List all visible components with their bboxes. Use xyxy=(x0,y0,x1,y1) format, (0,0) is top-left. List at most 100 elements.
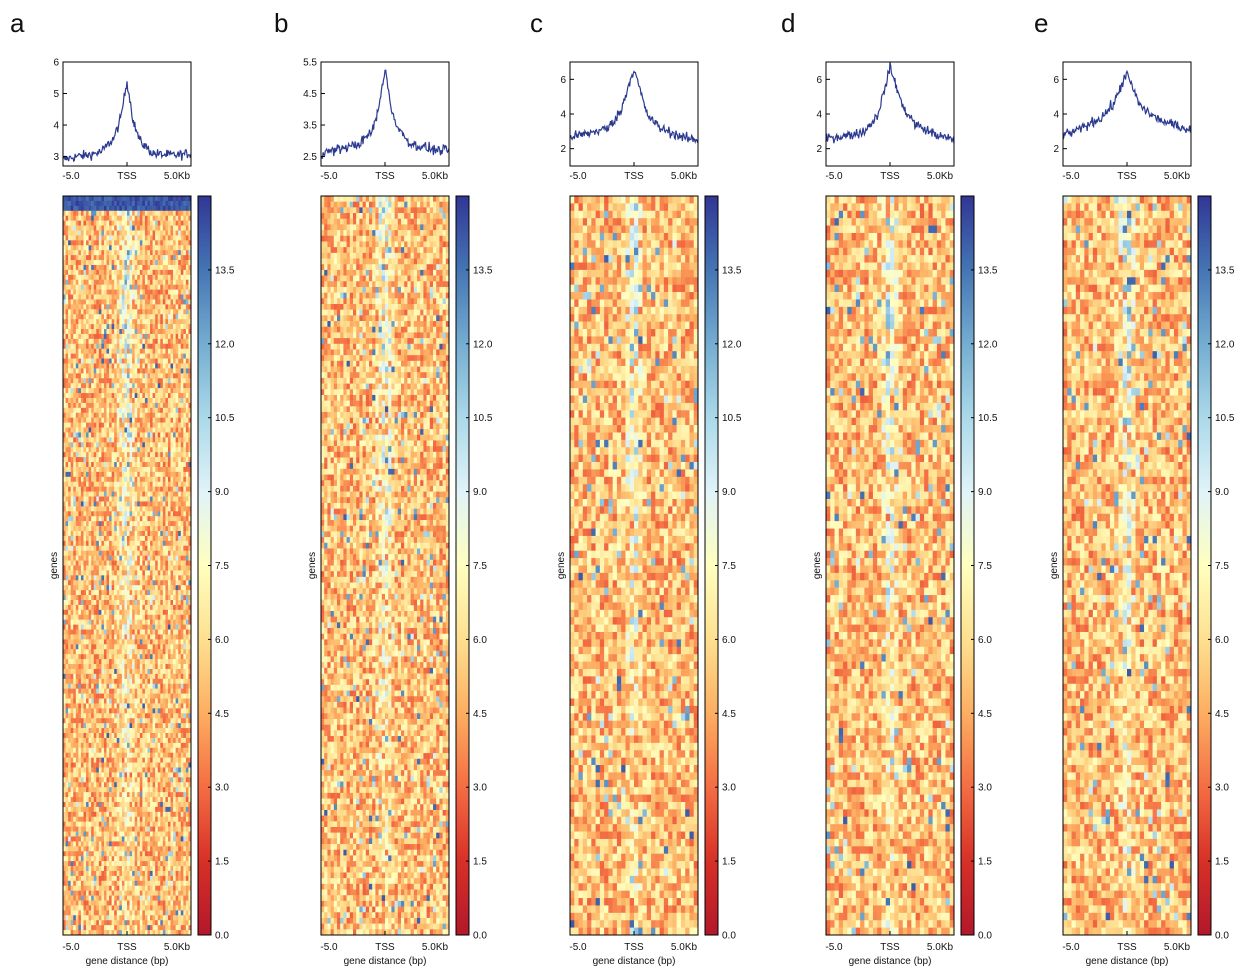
heatmap-cell xyxy=(103,407,107,414)
heatmap-cell xyxy=(65,659,69,665)
heatmap-cell xyxy=(78,427,82,433)
heatmap-cell xyxy=(83,383,87,389)
heatmap-cell xyxy=(116,486,120,492)
heatmap-cell xyxy=(121,683,125,689)
heatmap-cell xyxy=(180,225,184,231)
heatmap-cell xyxy=(124,664,128,670)
heatmap-cell xyxy=(75,329,79,335)
heatmap-cell xyxy=(109,668,112,675)
heatmap-cell xyxy=(106,314,110,320)
heatmap-cell xyxy=(157,245,161,251)
heatmap-cell xyxy=(139,363,143,369)
heatmap-cell xyxy=(75,264,79,271)
heatmap-cell xyxy=(165,585,169,591)
heatmap-cell xyxy=(83,452,87,458)
heatmap-cell xyxy=(144,333,148,340)
heatmap-cell xyxy=(98,200,102,207)
heatmap-cell xyxy=(75,225,79,231)
heatmap-cell xyxy=(80,274,84,281)
heatmap-cell xyxy=(119,629,123,635)
heatmap-cell xyxy=(101,668,105,675)
heatmap-cell xyxy=(157,393,161,399)
heatmap-cell xyxy=(183,486,187,492)
heatmap-cell xyxy=(167,476,171,482)
heatmap-cell xyxy=(80,526,84,532)
heatmap-cell xyxy=(178,452,182,458)
heatmap-cell xyxy=(103,511,107,517)
heatmap-cell xyxy=(121,604,125,611)
heatmap-cell xyxy=(101,309,105,315)
heatmap-cell xyxy=(139,378,143,384)
heatmap-cell xyxy=(88,289,92,295)
heatmap-cell xyxy=(63,531,66,537)
heatmap-cell xyxy=(78,388,82,394)
heatmap-cell xyxy=(127,245,130,251)
heatmap-cell xyxy=(185,284,189,290)
heatmap-cell xyxy=(180,289,184,295)
heatmap-cell xyxy=(98,279,102,285)
heatmap-cell xyxy=(80,457,84,463)
heatmap-cell xyxy=(109,550,112,556)
heatmap-cell xyxy=(170,521,174,527)
heatmap-cell xyxy=(132,432,135,438)
heatmap-cell xyxy=(121,324,125,330)
heatmap-cell xyxy=(134,678,138,684)
heatmap-cell xyxy=(134,457,138,463)
heatmap-cell xyxy=(155,200,158,207)
heatmap-cell xyxy=(68,274,71,281)
heatmap-cell xyxy=(144,427,148,433)
heatmap-cell xyxy=(80,452,84,458)
heatmap-cell xyxy=(106,481,110,487)
heatmap-cell xyxy=(80,215,84,221)
heatmap-cell xyxy=(144,284,148,290)
heatmap-cell xyxy=(152,255,156,261)
heatmap-cell xyxy=(83,324,87,330)
heatmap-cell xyxy=(155,501,158,507)
heatmap-cell xyxy=(83,407,87,414)
heatmap-cell xyxy=(124,511,128,517)
heatmap-cell xyxy=(152,279,156,285)
heatmap-cell xyxy=(127,614,130,620)
heatmap-cell xyxy=(178,437,182,443)
heatmap-cell xyxy=(121,240,125,246)
heatmap-cell xyxy=(137,343,141,349)
heatmap-cell xyxy=(165,501,169,507)
heatmap-cell xyxy=(103,491,107,497)
profile-line xyxy=(62,81,192,163)
heatmap-cell xyxy=(129,407,133,414)
heatmap-cell xyxy=(114,555,118,561)
heatmap-cell xyxy=(106,279,110,285)
heatmap-cell xyxy=(93,205,97,212)
heatmap-cell xyxy=(93,644,97,650)
heatmap-cell xyxy=(91,639,94,645)
heatmap-cell xyxy=(103,393,107,399)
heatmap-cell xyxy=(83,215,87,221)
heatmap-cell xyxy=(101,319,105,325)
heatmap-cell xyxy=(116,383,120,389)
heatmap-cell xyxy=(111,476,115,482)
heatmap-cell xyxy=(63,604,66,611)
heatmap-cell xyxy=(103,668,107,675)
heatmap-cell xyxy=(86,634,89,640)
heatmap-cell xyxy=(114,634,118,640)
heatmap-cell xyxy=(127,264,130,271)
heatmap-cell xyxy=(80,250,84,256)
heatmap-cell xyxy=(119,363,123,369)
heatmap-cell xyxy=(188,580,192,586)
heatmap-cell xyxy=(119,422,123,428)
heatmap-cell xyxy=(80,506,84,512)
heatmap-cell xyxy=(167,462,171,468)
heatmap-cell xyxy=(75,585,79,591)
heatmap-cell xyxy=(139,422,143,428)
heatmap-cell xyxy=(167,417,171,423)
heatmap-cell xyxy=(98,417,102,423)
heatmap-cell xyxy=(170,240,174,246)
heatmap-cell xyxy=(106,654,110,660)
heatmap-cell xyxy=(127,338,130,345)
heatmap-cell xyxy=(139,235,143,241)
heatmap-cell xyxy=(101,452,105,458)
heatmap-cell xyxy=(129,215,133,221)
heatmap-cell xyxy=(88,496,92,502)
heatmap-cell xyxy=(93,580,97,586)
heatmap-cell xyxy=(167,673,171,680)
